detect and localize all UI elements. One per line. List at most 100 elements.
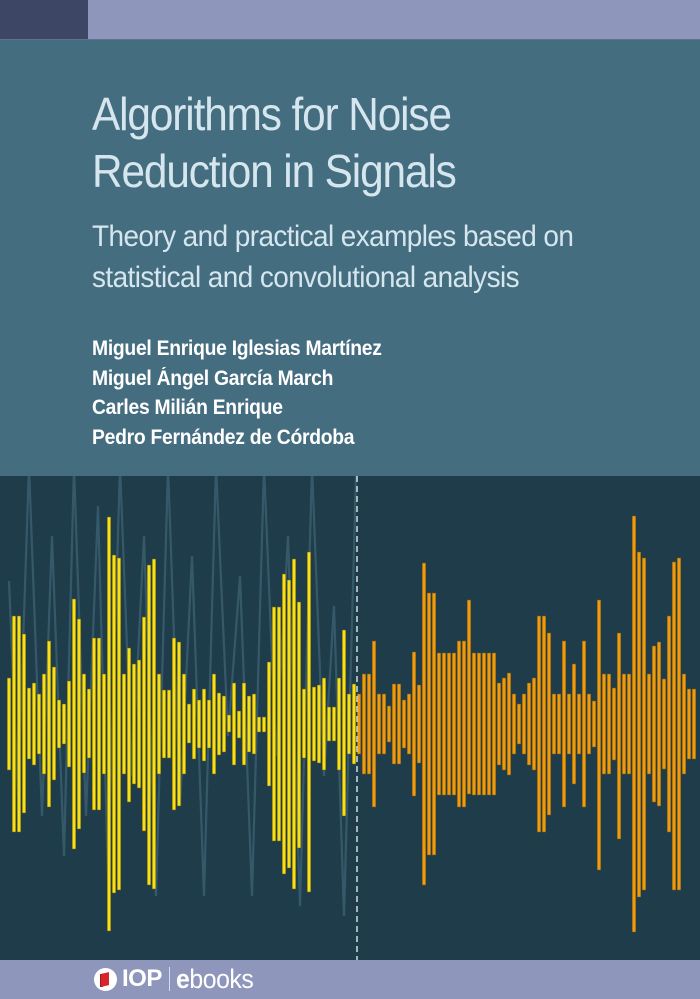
signal-bar — [567, 693, 571, 755]
signal-bar — [102, 673, 106, 775]
signal-bar — [482, 652, 486, 796]
signal-bar — [207, 699, 211, 749]
title-panel — [0, 40, 700, 476]
author-list: Miguel Enrique Iglesias Martínez Miguel … — [92, 334, 407, 452]
signal-bar — [167, 689, 171, 759]
signal-bar — [12, 615, 16, 833]
signal-bar — [657, 641, 661, 807]
signal-bar — [662, 678, 666, 770]
signal-bar — [162, 689, 166, 759]
signal-bar — [307, 551, 311, 893]
signal-bar — [537, 615, 541, 833]
signal-bar — [357, 693, 361, 755]
series-name-e: e — [176, 963, 190, 994]
signal-bar — [452, 652, 456, 796]
signal-bar — [667, 615, 671, 833]
signal-bar — [507, 672, 511, 776]
signal-bar — [397, 683, 401, 765]
signal-bar — [282, 573, 286, 875]
noise-line — [178, 555, 194, 807]
top-corner-block — [0, 0, 88, 39]
signal-bar — [92, 637, 96, 811]
signal-bar — [517, 703, 521, 745]
signal-bar — [137, 659, 141, 789]
signal-bar — [637, 551, 641, 898]
signal-bar — [177, 641, 181, 807]
signal-bar — [252, 693, 256, 755]
signal-bar — [432, 592, 436, 856]
signal-bar — [402, 699, 406, 749]
signal-bar — [512, 693, 516, 755]
series-name-rest: books — [189, 963, 254, 994]
signal-bar — [42, 673, 46, 775]
signal-bar — [647, 673, 651, 775]
signal-bar — [27, 687, 31, 760]
signal-bar — [682, 673, 686, 775]
author-name: Miguel Ángel García March — [92, 366, 334, 390]
signal-bar — [652, 645, 656, 803]
signal-bar — [437, 652, 441, 796]
signal-bar — [22, 633, 26, 814]
noise-line — [298, 476, 313, 907]
subtitle-line-2: statistical and convolutional analysis — [92, 261, 520, 294]
signal-bar — [327, 706, 331, 742]
signal-bar — [17, 615, 21, 833]
signal-bar — [182, 673, 186, 775]
signal-bar — [242, 682, 246, 766]
signal-bar — [227, 714, 231, 733]
signal-bar — [427, 592, 431, 856]
signal-bar — [672, 561, 676, 891]
noise-line — [50, 535, 66, 857]
signal-bar — [187, 703, 191, 744]
signal-bar — [157, 673, 161, 775]
signal-bar — [127, 647, 131, 803]
signal-bar — [412, 651, 416, 797]
signal-bar — [367, 673, 371, 775]
iop-ebooks-logo: IOP ebooks — [94, 964, 260, 994]
signal-bar — [622, 673, 626, 775]
signal-bar — [372, 640, 376, 808]
signal-bar — [117, 557, 121, 891]
signal-bar — [457, 640, 461, 808]
subtitle-line-1: Theory and practical examples based on — [92, 220, 574, 253]
noise-line — [28, 476, 44, 817]
signal-bar — [407, 693, 411, 755]
signal-bar — [222, 695, 226, 753]
signal-bar — [522, 693, 526, 755]
publisher-brand: IOP — [122, 965, 162, 992]
book-circle-icon — [94, 967, 117, 991]
signal-bar — [632, 515, 636, 933]
signal-bar — [97, 637, 101, 811]
signal-bar — [87, 688, 91, 759]
signal-bar — [462, 640, 466, 808]
signal-bar — [562, 640, 566, 808]
filtered-signal-bars — [357, 515, 696, 933]
signal-bar — [592, 700, 596, 748]
signal-bar — [47, 640, 51, 808]
noise-line — [311, 476, 326, 777]
series-name: ebooks — [176, 963, 254, 995]
signal-bar — [352, 683, 356, 765]
signal-bar — [572, 663, 576, 785]
signal-bar — [122, 673, 126, 775]
signal-bar — [502, 677, 506, 771]
noise-line — [238, 575, 254, 897]
signal-bar — [587, 693, 591, 755]
signal-bar — [497, 682, 501, 766]
logo-separator — [168, 967, 171, 991]
signal-bar — [32, 682, 36, 766]
signal-bar — [77, 618, 81, 830]
signal-bar — [442, 652, 446, 796]
signal-bar — [487, 652, 491, 796]
signal-waveform-graphic — [7, 476, 696, 960]
signal-bar — [337, 677, 341, 771]
title-line-2: Reduction in Signals — [92, 145, 457, 197]
signal-bar — [467, 599, 471, 795]
signal-bar — [217, 692, 221, 756]
raw-signal-bars — [7, 516, 356, 932]
signal-bar — [237, 710, 241, 739]
signal-bar — [477, 652, 481, 796]
signal-bar — [112, 554, 116, 894]
noise-line — [226, 575, 242, 737]
signal-bar — [382, 693, 386, 755]
